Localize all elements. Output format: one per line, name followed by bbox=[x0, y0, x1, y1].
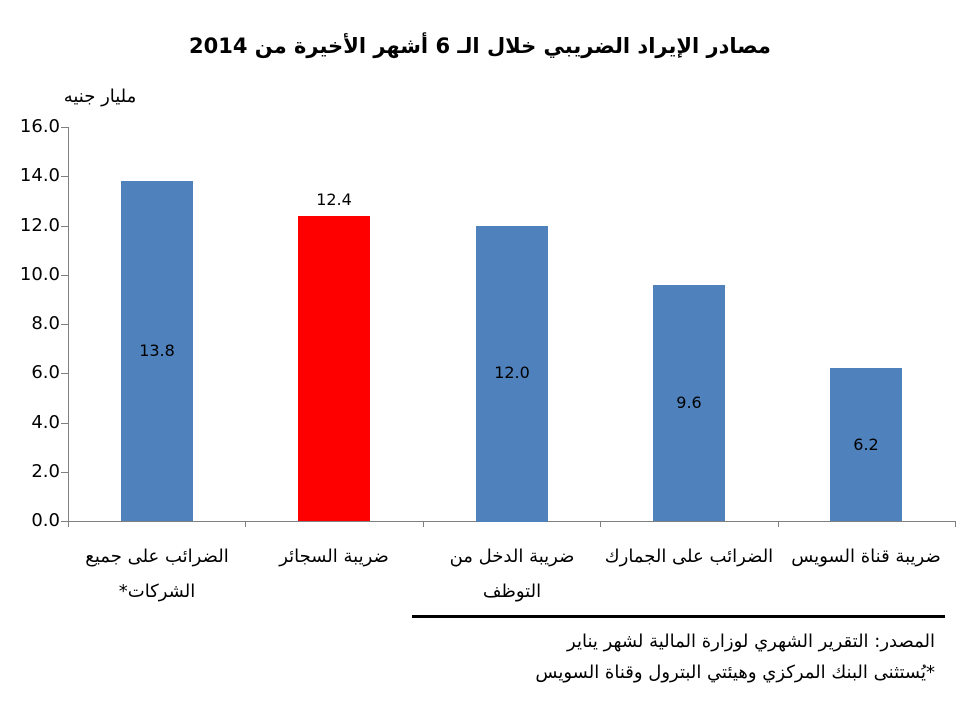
y-tick-mark bbox=[61, 373, 68, 374]
y-tick-label: 12.0 bbox=[19, 215, 60, 236]
x-tick-mark bbox=[600, 521, 601, 527]
category-label: الضرائب على الجمارك bbox=[600, 539, 778, 574]
y-tick-label: 14.0 bbox=[19, 165, 60, 186]
bar-1 bbox=[298, 216, 370, 521]
x-tick-mark bbox=[423, 521, 424, 527]
y-axis-line bbox=[68, 127, 69, 521]
bar-4 bbox=[830, 368, 902, 521]
category-label-line: ضريبة السجائر bbox=[279, 546, 389, 567]
y-tick-mark bbox=[61, 176, 68, 177]
y-tick-mark bbox=[61, 226, 68, 227]
footer-separator-line bbox=[412, 615, 945, 618]
category-label: الضرائب على جميع الشركات* bbox=[68, 539, 246, 609]
x-tick-mark bbox=[68, 521, 69, 527]
y-tick-label: 6.0 bbox=[31, 362, 60, 383]
y-tick-mark bbox=[61, 275, 68, 276]
x-tick-mark bbox=[245, 521, 246, 527]
y-tick-label: 4.0 bbox=[31, 412, 60, 433]
y-tick-label: 2.0 bbox=[31, 461, 60, 482]
bar-value-label: 9.6 bbox=[676, 393, 702, 412]
source-text: المصدر: التقرير الشهري لوزارة المالية لش… bbox=[567, 631, 935, 652]
bar-2 bbox=[476, 226, 548, 522]
category-label-line: ضريبة قناة السويس bbox=[791, 546, 941, 567]
y-tick-mark bbox=[61, 423, 68, 424]
chart-title: مصادر الإيراد الضريبي خلال الـ 6 أشهر ال… bbox=[189, 34, 771, 58]
y-tick-label: 8.0 bbox=[31, 313, 60, 334]
bar-value-label: 6.2 bbox=[853, 435, 879, 454]
y-tick-label: 0.0 bbox=[31, 510, 60, 531]
footnote-text: *يُستثنى البنك المركزي وهيئتي البترول وق… bbox=[535, 662, 935, 683]
bar-0 bbox=[121, 181, 193, 521]
bar-3 bbox=[653, 285, 725, 521]
y-tick-mark bbox=[61, 127, 68, 128]
bar-value-label: 13.8 bbox=[139, 341, 175, 360]
x-tick-mark bbox=[778, 521, 779, 527]
category-label-line: الضرائب على الجمارك bbox=[604, 546, 774, 567]
y-tick-mark bbox=[61, 324, 68, 325]
bar-value-label: 12.0 bbox=[494, 363, 530, 382]
category-label: ضريبة قناة السويس bbox=[777, 539, 955, 574]
category-label-line: ضريبة الدخل من bbox=[449, 546, 575, 567]
category-label: ضريبة الدخل من التوظف bbox=[423, 539, 601, 609]
footer-text-block: المصدر: التقرير الشهري لوزارة المالية لش… bbox=[235, 626, 935, 688]
y-tick-label: 16.0 bbox=[19, 116, 60, 137]
category-label-line: التوظف bbox=[482, 581, 542, 602]
y-tick-mark bbox=[61, 521, 68, 522]
y-tick-mark bbox=[61, 472, 68, 473]
bar-value-label: 12.4 bbox=[316, 190, 352, 209]
y-tick-label: 10.0 bbox=[19, 264, 60, 285]
category-label-line: الشركات* bbox=[118, 581, 196, 602]
y-axis-unit-label: مليار جنيه bbox=[63, 86, 137, 107]
category-label: ضريبة السجائر bbox=[245, 539, 423, 574]
category-label-line: الضرائب على جميع bbox=[85, 546, 229, 567]
x-tick-mark bbox=[955, 521, 956, 527]
